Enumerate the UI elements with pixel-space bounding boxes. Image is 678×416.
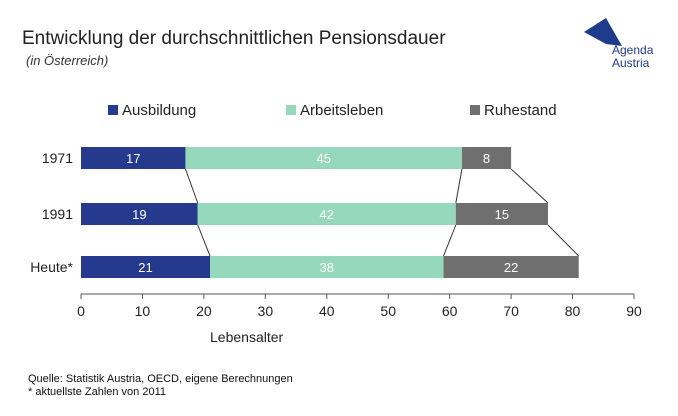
- bar-value-1-0: 19: [132, 207, 146, 222]
- connector-line-0-1: [455, 168, 463, 204]
- category-label-0: 1971: [42, 150, 73, 166]
- bar-2-2: [443, 256, 579, 278]
- bar-value-0-0: 17: [126, 151, 140, 166]
- x-axis-title: Lebensalter: [210, 329, 284, 345]
- bar-2-1: [210, 256, 444, 278]
- x-tick-label-0: 0: [77, 303, 85, 319]
- x-tick-label-1: 10: [135, 303, 151, 319]
- logo-line1: Agenda: [612, 43, 654, 57]
- connector-line-1-2: [547, 224, 580, 257]
- connector-line-1-0: [197, 224, 211, 257]
- x-tick-label-9: 90: [626, 303, 642, 319]
- x-tick-label-8: 80: [565, 303, 581, 319]
- logo-line2: Austria: [612, 56, 650, 70]
- bar-value-0-2: 8: [483, 151, 490, 166]
- legend-swatch-2: [470, 105, 480, 115]
- agenda-austria-logo-icon: [584, 18, 622, 46]
- x-tick-label-6: 60: [442, 303, 458, 319]
- chart-title: Entwicklung der durchschnittlichen Pensi…: [22, 28, 446, 49]
- bar-value-2-2: 22: [504, 260, 518, 275]
- source-text: Quelle: Statistik Austria, OECD, eigene …: [28, 373, 293, 385]
- legend-swatch-0: [108, 105, 118, 115]
- connector-line-0-2: [510, 168, 549, 204]
- legend-swatch-1: [286, 105, 296, 115]
- connector-line-0-0: [184, 168, 199, 204]
- connector-line-1-1: [443, 224, 457, 257]
- chart-subtitle: (in Österreich): [26, 53, 109, 68]
- bar-1-1: [197, 203, 456, 225]
- bar-0-1: [185, 147, 462, 169]
- category-label-1: 1991: [42, 206, 73, 222]
- bar-value-1-1: 42: [320, 207, 334, 222]
- source-notes: Quelle: Statistik Austria, OECD, eigene …: [28, 373, 293, 399]
- x-tick-label-4: 40: [319, 303, 335, 319]
- x-tick-label-3: 30: [258, 303, 274, 319]
- bar-0-0: [81, 147, 186, 169]
- legend-label-2: Ruhestand: [484, 102, 557, 119]
- legend-label-1: Arbeitsleben: [300, 102, 383, 119]
- bar-2-0: [81, 256, 211, 278]
- bar-value-2-1: 38: [320, 260, 334, 275]
- bar-value-2-0: 21: [138, 260, 152, 275]
- category-label-2: Heute*: [30, 259, 73, 275]
- bar-1-2: [455, 203, 548, 225]
- bar-value-0-1: 45: [316, 151, 330, 166]
- x-tick-label-7: 70: [503, 303, 519, 319]
- x-tick-label-5: 50: [380, 303, 396, 319]
- bar-value-1-2: 15: [495, 207, 509, 222]
- x-tick-label-2: 20: [196, 303, 212, 319]
- bar-1-0: [81, 203, 198, 225]
- bar-0-2: [461, 147, 512, 169]
- legend-label-0: Ausbildung: [122, 102, 196, 119]
- logo-text: Agenda Austria: [612, 44, 653, 70]
- footnote-text: * aktuellste Zahlen von 2011: [28, 386, 166, 398]
